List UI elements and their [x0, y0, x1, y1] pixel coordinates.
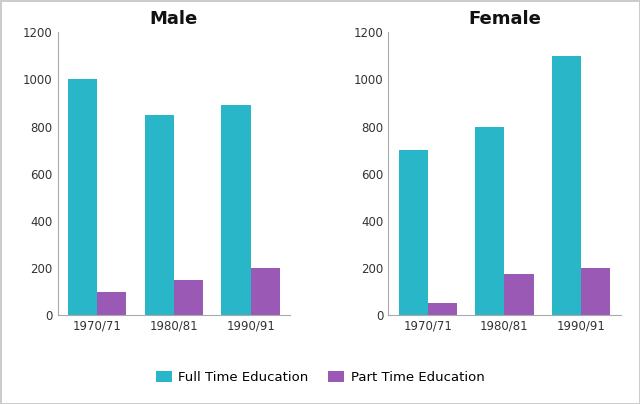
Bar: [428, 303, 457, 315]
Bar: [145, 115, 174, 315]
Bar: [581, 268, 610, 315]
Bar: [174, 280, 203, 315]
Bar: [476, 126, 504, 315]
Legend: Full Time Education, Part Time Education: Full Time Education, Part Time Education: [150, 365, 490, 389]
Bar: [552, 56, 581, 315]
Bar: [399, 150, 428, 315]
Bar: [68, 80, 97, 315]
Bar: [221, 105, 251, 315]
Title: Female: Female: [468, 10, 541, 28]
Bar: [504, 274, 534, 315]
Bar: [97, 292, 127, 315]
Title: Male: Male: [150, 10, 198, 28]
Bar: [251, 268, 280, 315]
